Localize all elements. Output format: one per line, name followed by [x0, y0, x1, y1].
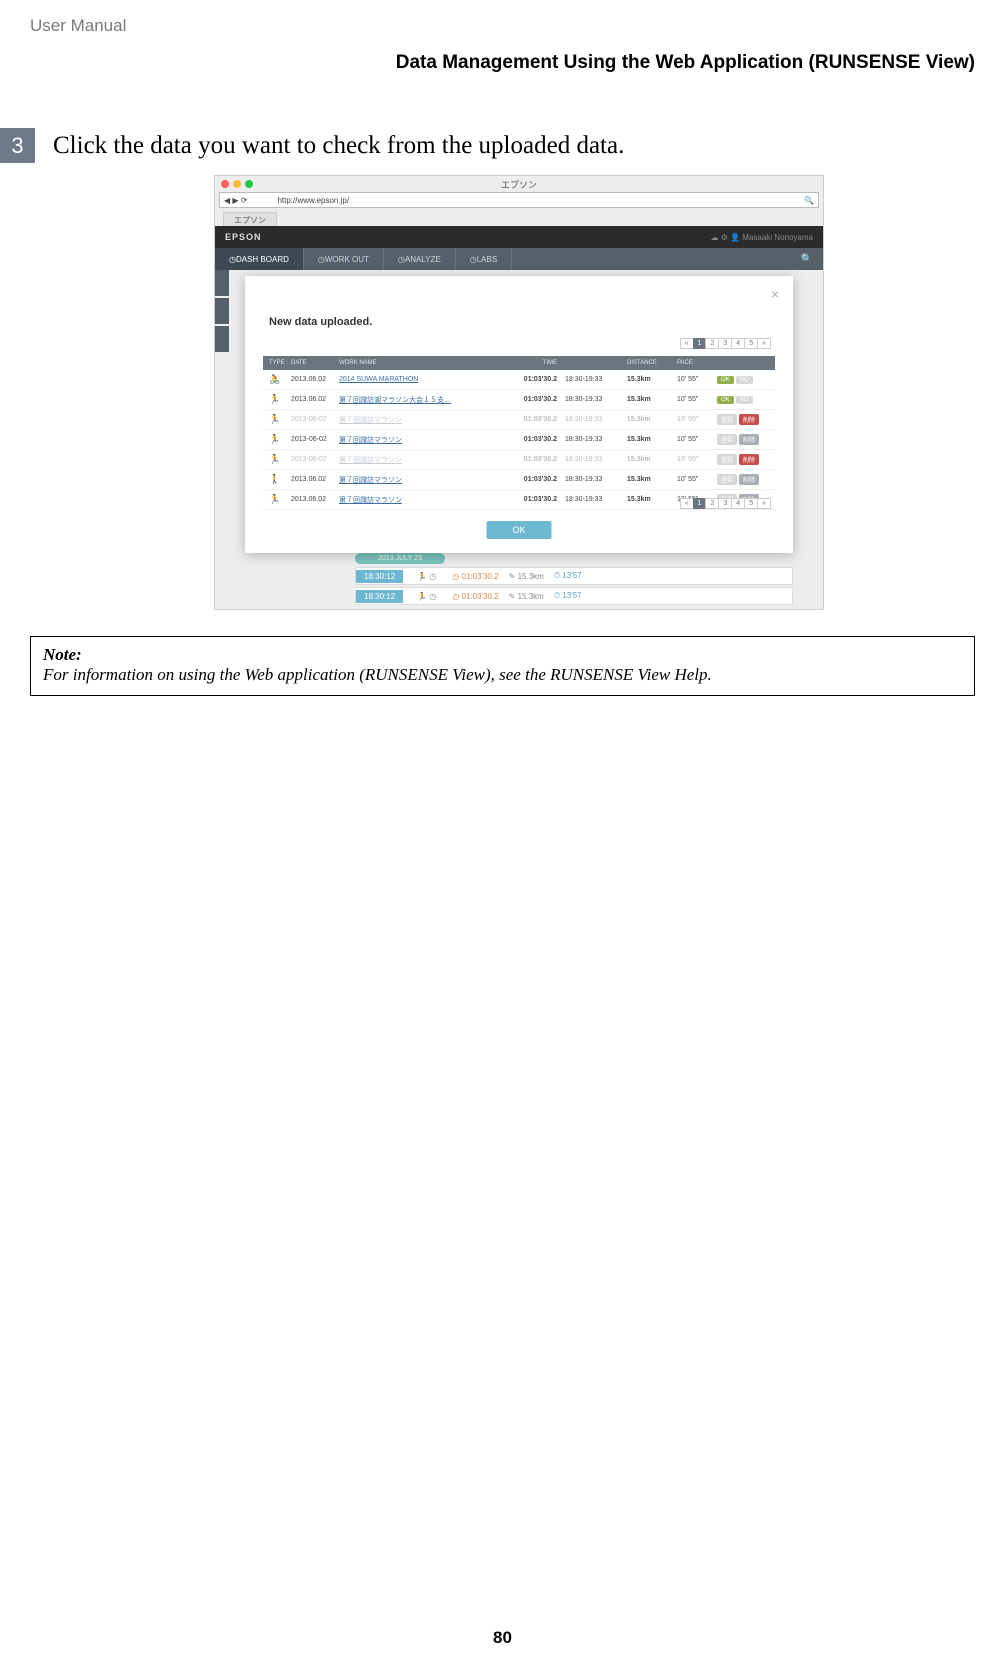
address-bar[interactable]: ◀ ▶ ⟳ http://www.epson.jp/ 🔍	[219, 192, 819, 208]
nav-bar: ◷ DASH BOARD ◷ WORK OUT ◷ ANALYZE ◷ LABS…	[215, 248, 823, 270]
url-text: http://www.epson.jp/	[247, 196, 804, 205]
table-row[interactable]: 🏃2013-06-02第７回諏訪マラソン01:03'30.218:30-19:3…	[263, 450, 775, 470]
table-head: TYPE DATE WORK NAME TIME DISTANCE PACE	[263, 356, 775, 370]
bg-row: 18:30:12🏃 ◷ ◷ 01:03'30.2 ✎ 15.3km ⏱ 13'5…	[355, 587, 793, 605]
brand: EPSON	[225, 232, 262, 242]
table-row[interactable]: 🚶2013.06.02第７回諏訪マラソン01:03'30.218:30-19:3…	[263, 470, 775, 490]
note-body: For information on using the Web applica…	[43, 665, 962, 685]
bg-row: 18:30:12🏃 ◷ ◷ 01:03'30.2 ✎ 15.3km ⏱ 13'5…	[355, 567, 793, 585]
pager-top[interactable]: «12345»	[681, 338, 771, 349]
nav-tab[interactable]: ◷ WORK OUT	[304, 248, 384, 270]
note-label: Note:	[43, 645, 962, 665]
table-row[interactable]: 🏃2013-06-02第７回諏訪マラソン01:03'30.218:30-19:3…	[263, 410, 775, 430]
app-header: EPSON ☁ ⚙ 👤 Masaaki Nonoyama	[215, 226, 823, 248]
screenshot: エプソン ◀ ▶ ⟳ http://www.epson.jp/ 🔍 エプソン E…	[214, 175, 824, 610]
note-box: Note: For information on using the Web a…	[30, 636, 975, 696]
background-rows: 2013 JULY 23 18:30:12🏃 ◷ ◷ 01:03'30.2 ✎ …	[355, 553, 793, 605]
modal-title: New data uploaded.	[269, 316, 372, 328]
step-text: Click the data you want to check from th…	[53, 132, 624, 160]
nav-tab[interactable]: ◷ ANALYZE	[384, 248, 456, 270]
upload-table: TYPE DATE WORK NAME TIME DISTANCE PACE 🚴…	[263, 356, 775, 510]
table-row[interactable]: 🏃2013-06-02第７回諏訪マラソン01:03'30.218:30-19:3…	[263, 430, 775, 450]
page-number: 80	[0, 1628, 1005, 1648]
search-icon[interactable]: 🔍	[801, 254, 813, 265]
pager-bottom[interactable]: «12345»	[681, 498, 771, 509]
step-number: 3	[0, 128, 35, 163]
step-row: 3 Click the data you want to check from …	[0, 128, 624, 163]
table-row[interactable]: 🚴2013.06.022014 SUWA MARATHON01:03'30.21…	[263, 370, 775, 390]
table-row[interactable]: 🏃2013.06.02第７回諏訪湖マラソン大会１５支…01:03'30.218:…	[263, 390, 775, 410]
section-title: Data Management Using the Web Applicatio…	[396, 52, 975, 74]
close-icon[interactable]: ×	[771, 286, 779, 302]
nav-tab[interactable]: ◷ LABS	[456, 248, 512, 270]
ok-button[interactable]: OK	[486, 521, 551, 539]
nav-tab[interactable]: ◷ DASH BOARD	[215, 248, 304, 270]
upload-modal: × New data uploaded. «12345» TYPE DATE W…	[245, 276, 793, 553]
bg-date-chip: 2013 JULY 23	[355, 553, 445, 564]
window-title: エプソン	[215, 178, 823, 191]
side-tabs	[215, 270, 229, 354]
doc-header: User Manual	[30, 16, 126, 36]
user-name: ☁ ⚙ 👤 Masaaki Nonoyama	[710, 233, 813, 242]
